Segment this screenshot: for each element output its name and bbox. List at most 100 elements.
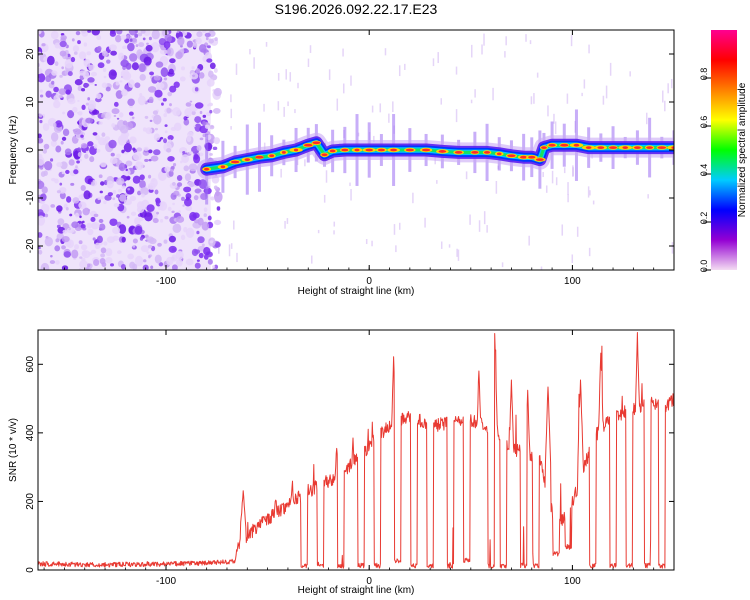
noise-speck [50,139,57,147]
noise-region [38,30,674,270]
noise-streak [350,189,352,201]
noise-streak [236,252,238,263]
snr-y-label: SNR (10 * v/v) [8,418,19,482]
noise-speck [81,137,85,140]
noise-speck [166,107,172,114]
noise-speck [62,229,68,234]
noise-streak [289,72,292,82]
spectrogram-y-label: Frequency (Hz) [8,116,19,185]
track-core [597,146,605,150]
noise-speck [175,250,184,260]
noise-streak [563,167,566,174]
y-tick-label: -20 [25,238,36,253]
noise-streak [285,69,287,80]
noise-streak [398,65,401,77]
noise-speck [122,45,128,50]
noise-streak [437,52,439,64]
noise-streak [469,214,471,225]
noise-speck [40,262,50,270]
noise-speck [75,165,78,169]
colorbar-tick-label: 0.2 [699,212,709,225]
noise-streak [465,171,468,180]
track-core [646,146,654,150]
noise-speck [59,182,63,186]
frequency-track [196,109,674,205]
noise-speck [202,120,206,126]
noise-speck [191,66,195,70]
noise-speck [87,30,92,33]
noise-speck [97,196,101,201]
noise-speck [105,257,113,264]
noise-speck [104,136,111,141]
noise-speck [54,178,59,184]
noise-speck [154,89,163,98]
noise-speck [78,201,87,210]
noise-speck [92,237,96,241]
noise-speck [93,259,100,266]
noise-streak [294,109,296,114]
noise-speck [59,50,67,57]
noise-speck [148,255,151,259]
noise-speck [101,115,104,118]
noise-streak [667,83,669,94]
noise-speck [53,86,59,93]
noise-speck [104,194,112,201]
noise-speck [212,108,221,114]
noise-speck [127,188,131,191]
noise-speck [71,221,79,229]
noise-speck [193,219,200,224]
noise-speck [100,181,105,186]
noise-speck [175,259,183,267]
noise-streak [307,58,310,67]
noise-speck [183,186,192,193]
noise-speck [91,30,100,36]
noise-speck [193,125,196,128]
noise-speck [116,194,121,198]
noise-speck [94,84,97,86]
snr-panel: -100 0 100 0 200 400 600 Height of straight l… [8,329,675,596]
snr-series-line [38,332,674,569]
noise-speck [138,63,146,73]
noise-speck [66,227,75,234]
track-core [405,148,414,152]
noise-speck [75,31,81,36]
noise-speck [194,116,202,124]
noise-speck [78,267,82,270]
noise-speck [194,102,204,109]
noise-streak [277,101,280,111]
noise-speck [87,97,91,101]
noise-speck [197,217,204,226]
noise-speck [155,61,164,68]
noise-streak [501,262,504,268]
noise-speck [95,93,102,100]
track-core [329,149,336,153]
noise-streak [553,113,555,124]
noise-speck [100,195,104,200]
track-core [293,148,299,152]
track-core [390,148,398,152]
noise-streak [530,96,533,105]
noise-streak [371,105,374,113]
noise-speck [145,127,153,135]
noise-speck [112,197,116,201]
noise-speck [163,138,168,144]
noise-speck [72,197,80,204]
track-core [220,165,226,169]
noise-speck [172,107,181,117]
noise-speck [126,175,131,180]
noise-speck [103,200,107,205]
noise-streak [448,244,451,248]
noise-streak [333,221,336,227]
noise-speck [164,130,168,134]
noise-speck [139,236,144,241]
noise-speck [90,249,97,254]
noise-speck [82,70,90,79]
noise-speck [38,73,46,83]
noise-speck [61,235,70,243]
noise-speck [209,124,215,130]
noise-speck [138,216,144,222]
noise-speck [87,209,91,212]
noise-streak [253,57,255,69]
noise-speck [140,187,149,196]
noise-speck [128,111,134,116]
